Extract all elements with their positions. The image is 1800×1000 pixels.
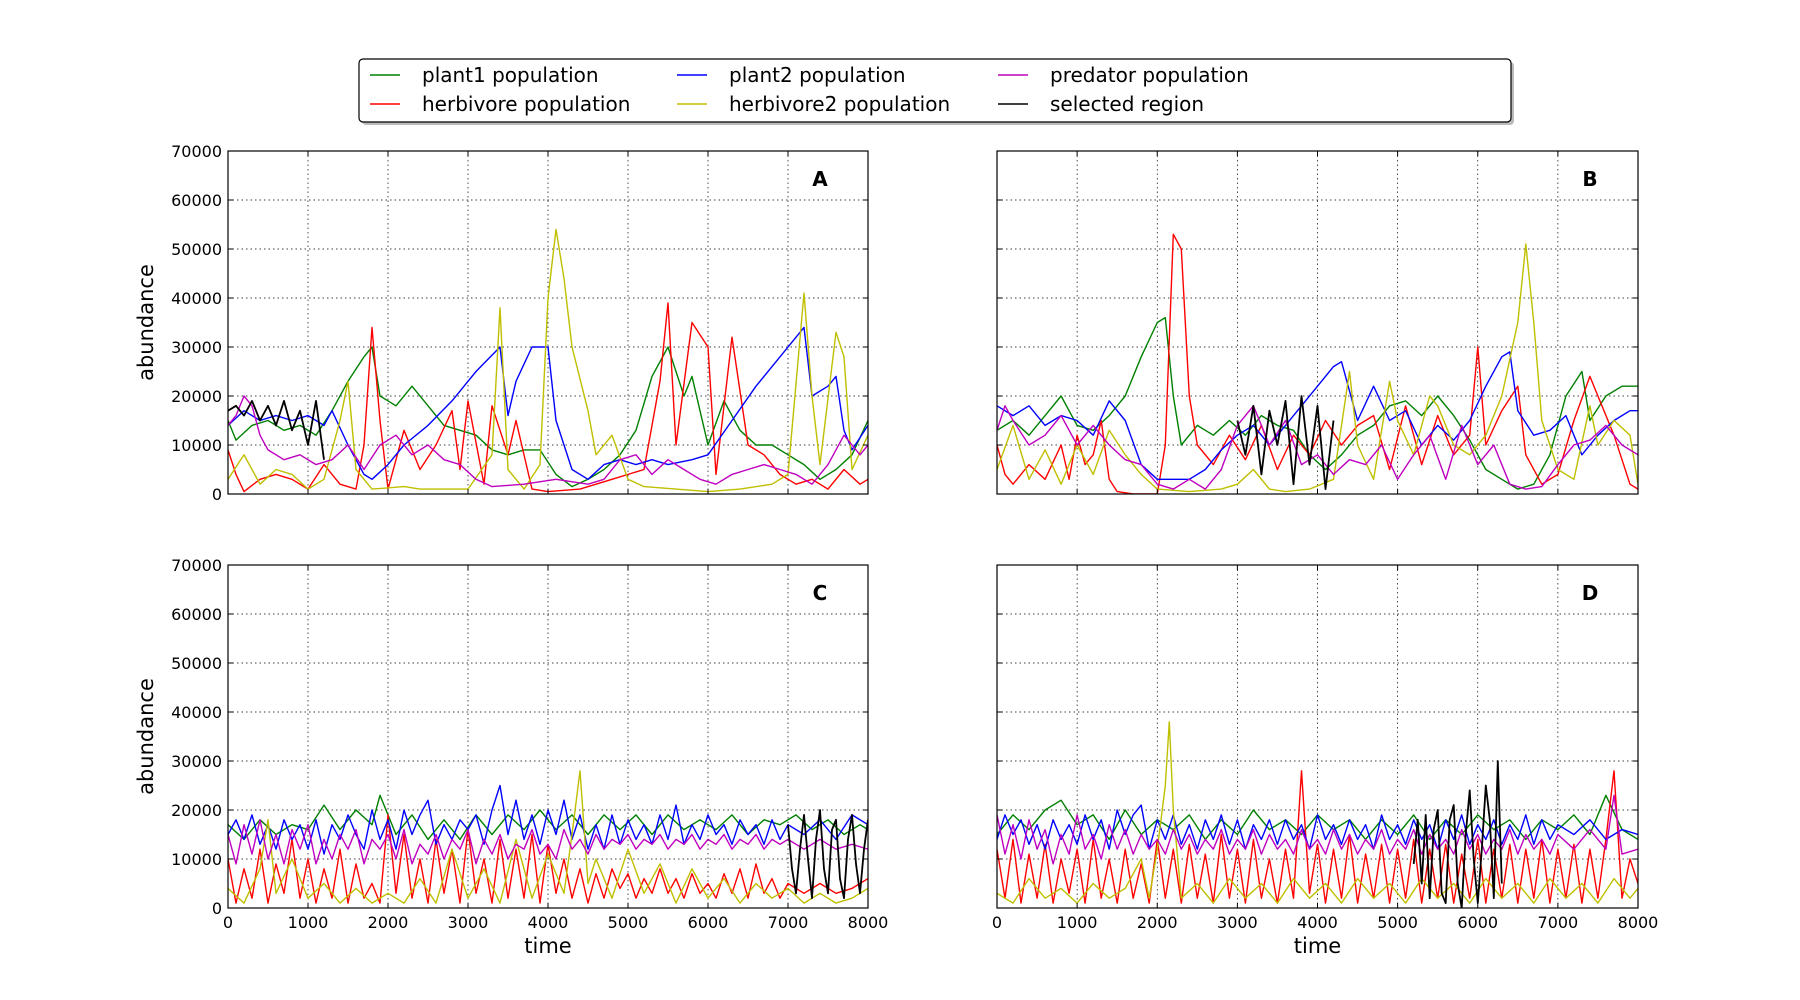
x-tick-label: 2000 — [1137, 913, 1178, 932]
y-tick-label: 0 — [212, 899, 222, 918]
series-group — [997, 233, 1638, 494]
series-line-4 — [228, 228, 868, 493]
legend-label-2: herbivore population — [422, 92, 630, 116]
legend: plant1 population herbivore population pla… — [358, 58, 1514, 125]
x-tick-label: 7000 — [1538, 913, 1579, 932]
y-tick-label: 60000 — [171, 191, 222, 210]
y-axis-label: abundance — [134, 264, 158, 381]
y-tick-label: 70000 — [171, 556, 222, 575]
legend-frame — [358, 58, 1512, 123]
panel-c: 0 10000 20000 30000 40000 50000 60000 70000 0 100… — [134, 556, 888, 958]
y-tick-label: 40000 — [171, 289, 222, 308]
series-line-5 — [228, 395, 868, 488]
y-tick-label: 70000 — [171, 142, 222, 161]
y-tick-label: 30000 — [171, 338, 222, 357]
x-tick-label: 0 — [992, 913, 1002, 932]
x-axis-label: time — [1294, 934, 1341, 958]
legend-label-3: plant2 population — [729, 63, 906, 87]
x-axis-label: time — [524, 934, 571, 958]
x-tick-label: 3000 — [448, 913, 489, 932]
panel-label: D — [1582, 581, 1599, 605]
series-line-3 — [228, 326, 868, 480]
y-tick-label: 40000 — [171, 703, 222, 722]
series-line-5 — [228, 819, 868, 865]
panel-d: 0 1000 2000 3000 4000 5000 6000 7000 8000 time D — [992, 564, 1659, 958]
series-group — [228, 228, 868, 493]
series-line-3 — [997, 804, 1638, 850]
series-line-6 — [1236, 395, 1335, 490]
x-tick-label: 1000 — [288, 913, 329, 932]
y-axis-label: abundance — [134, 678, 158, 795]
legend-label-6: selected region — [1050, 92, 1204, 116]
series-line-2 — [997, 770, 1638, 904]
x-tick-label: 6000 — [688, 913, 729, 932]
series-line-4 — [997, 243, 1638, 493]
panel-label: B — [1582, 167, 1597, 191]
series-line-5 — [997, 794, 1638, 865]
legend-label-5: predator population — [1050, 63, 1249, 87]
legend-label-4: herbivore2 population — [729, 92, 950, 116]
series-line-3 — [997, 351, 1638, 480]
y-tick-label: 10000 — [171, 850, 222, 869]
legend-label-1: plant1 population — [422, 63, 599, 87]
panel-b: B — [996, 150, 1639, 495]
series-line-6 — [1412, 760, 1503, 908]
x-tick-label: 1000 — [1057, 913, 1098, 932]
series-group — [997, 721, 1638, 908]
panels: 010000200003000040000500006000070000abun… — [134, 142, 1658, 958]
panel-label: C — [813, 581, 828, 605]
y-tick-label: 20000 — [171, 387, 222, 406]
x-tick-label: 2000 — [368, 913, 409, 932]
x-tick-label: 6000 — [1457, 913, 1498, 932]
panel-a: 0 10000 20000 30000 40000 50000 60000 70000 abun… — [134, 142, 869, 504]
series-line-6 — [228, 400, 325, 460]
series-line-6 — [787, 809, 868, 900]
series-line-3 — [228, 784, 868, 855]
x-tick-label: 5000 — [1377, 913, 1418, 932]
y-tick-label: 60000 — [171, 605, 222, 624]
y-tick-label: 50000 — [171, 654, 222, 673]
x-tick-label: 8000 — [848, 913, 889, 932]
series-group — [228, 770, 868, 904]
x-tick-label: 4000 — [528, 913, 569, 932]
x-tick-label: 4000 — [1297, 913, 1338, 932]
series-line-4 — [997, 721, 1638, 904]
y-tick-label: 10000 — [171, 436, 222, 455]
y-tick-label: 0 — [212, 485, 222, 504]
y-tick-label: 50000 — [171, 240, 222, 259]
y-tick-label: 20000 — [171, 801, 222, 820]
y-tick-label: 30000 — [171, 752, 222, 771]
x-tick-label: 5000 — [608, 913, 649, 932]
x-tick-label: 0 — [223, 913, 233, 932]
series-line-1 — [228, 794, 868, 841]
x-tick-label: 8000 — [1618, 913, 1659, 932]
x-tick-label: 7000 — [768, 913, 809, 932]
series-line-2 — [228, 302, 868, 493]
panel-label: A — [812, 167, 828, 191]
x-tick-label: 3000 — [1217, 913, 1258, 932]
series-line-4 — [228, 770, 868, 904]
